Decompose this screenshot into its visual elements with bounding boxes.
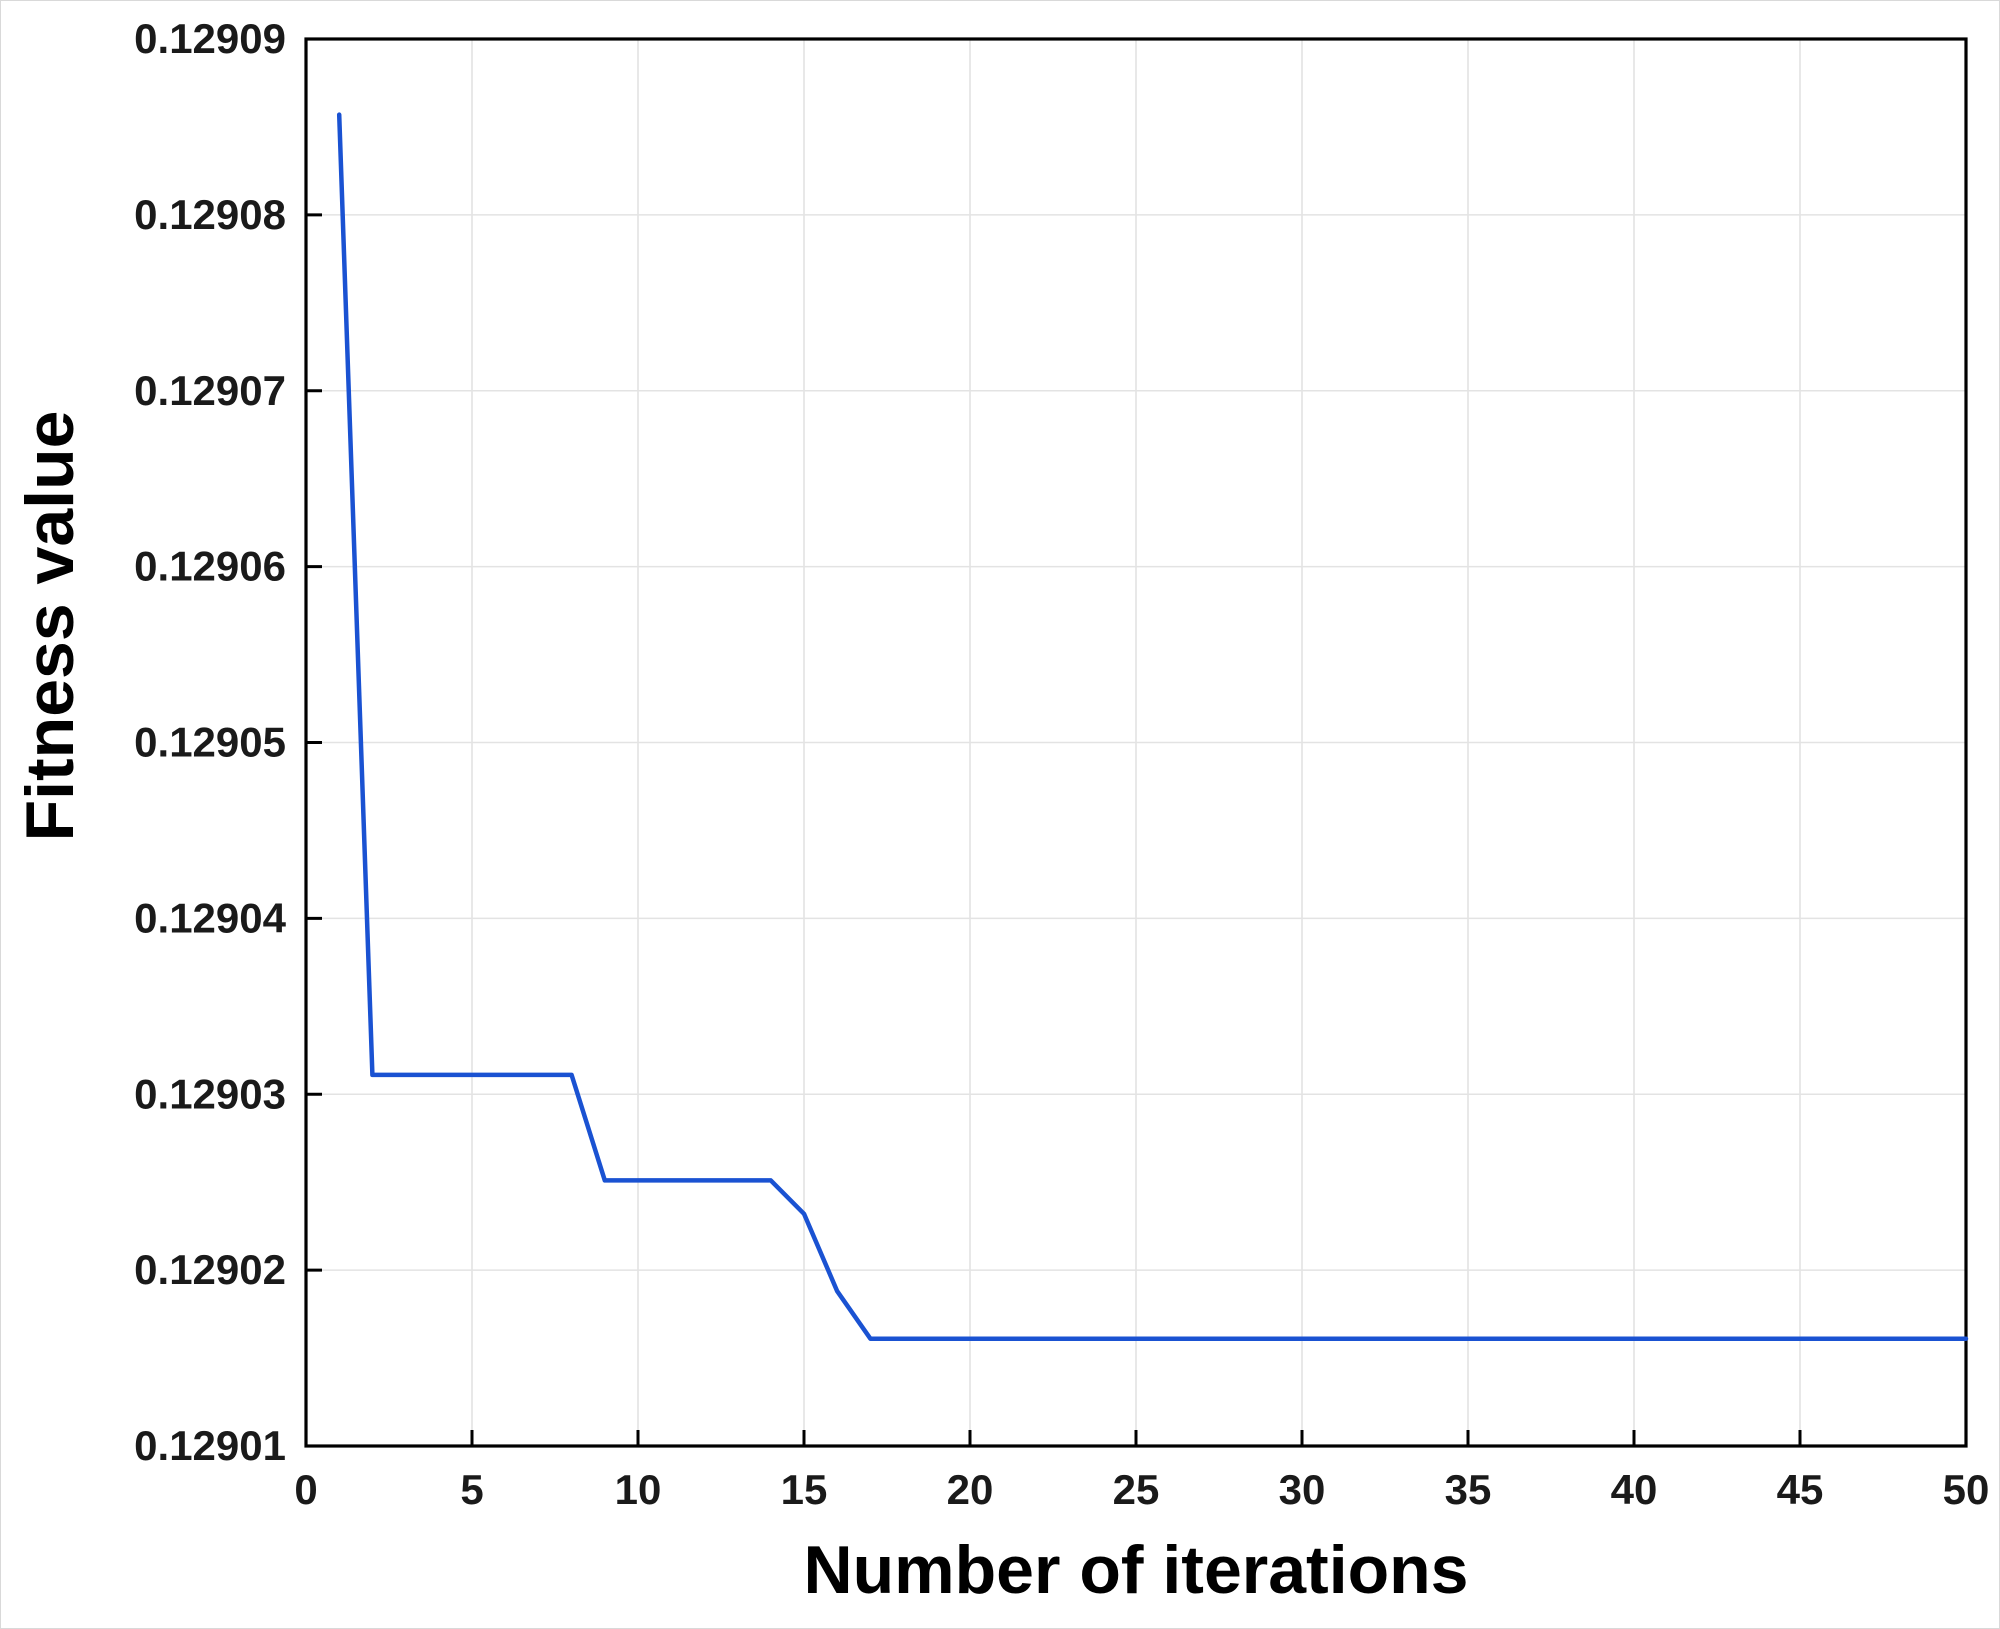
tick-label-layer: 0 5 10 15 20 25 30 35 40 45 50 0.12901 0.12902 0.1290… bbox=[134, 15, 1989, 1513]
y-tick-label: 0.12902 bbox=[134, 1246, 286, 1293]
series-line-fitness bbox=[336, 112, 1969, 1341]
x-tick-label: 35 bbox=[1445, 1466, 1492, 1513]
y-tick-label: 0.12908 bbox=[134, 191, 286, 238]
y-tick-label: 0.12906 bbox=[134, 543, 286, 590]
x-tick-label: 45 bbox=[1777, 1466, 1824, 1513]
x-tick-label: 0 bbox=[294, 1466, 317, 1513]
x-tick-label: 50 bbox=[1943, 1466, 1990, 1513]
y-axis-label: Fitness value bbox=[12, 411, 88, 842]
x-tick-label: 20 bbox=[947, 1466, 994, 1513]
y-tick-label: 0.12907 bbox=[134, 367, 286, 414]
grid-layer bbox=[305, 38, 1967, 1447]
x-tick-label: 25 bbox=[1113, 1466, 1160, 1513]
y-tick-label: 0.12905 bbox=[134, 719, 286, 766]
y-tick-label: 0.12909 bbox=[134, 15, 286, 62]
x-tick-label: 40 bbox=[1611, 1466, 1658, 1513]
y-tick-label: 0.12904 bbox=[134, 894, 286, 941]
x-tick-label: 5 bbox=[460, 1466, 483, 1513]
x-tick-label: 10 bbox=[615, 1466, 662, 1513]
x-tick-label: 30 bbox=[1279, 1466, 1326, 1513]
tick-layer bbox=[304, 37, 1968, 1448]
series-layer bbox=[336, 112, 1969, 1341]
y-tick-label: 0.12903 bbox=[134, 1070, 286, 1117]
x-tick-label: 15 bbox=[781, 1466, 828, 1513]
y-tick-label: 0.12901 bbox=[134, 1422, 286, 1469]
x-axis-label: Number of iterations bbox=[804, 1532, 1469, 1608]
